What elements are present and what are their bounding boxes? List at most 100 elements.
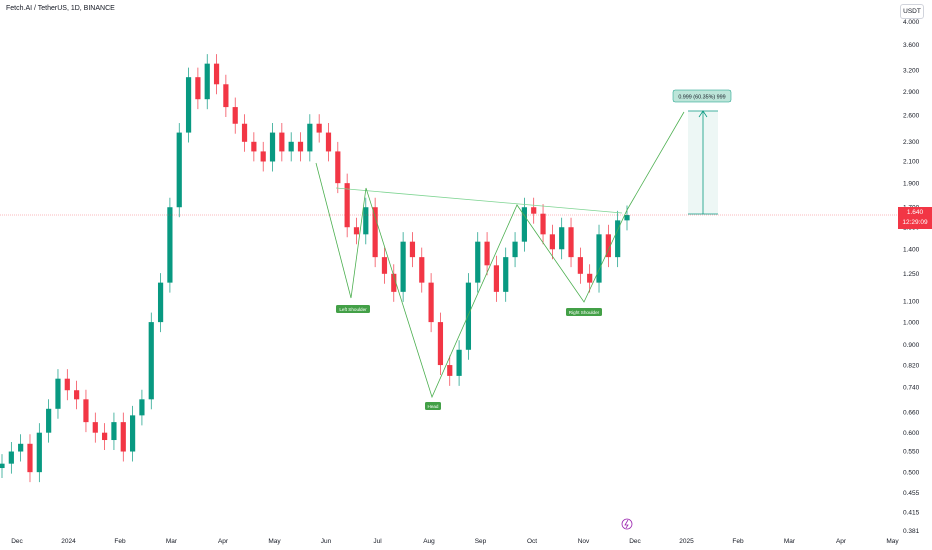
time-tick-label: Feb — [732, 538, 744, 545]
candle-up — [521, 207, 527, 242]
candle-down — [549, 234, 555, 250]
price-tick-label: 4.000 — [903, 19, 920, 26]
candle-down — [260, 151, 266, 162]
time-tick-label: Jul — [373, 538, 382, 545]
candle-down — [587, 273, 593, 283]
price-tick-label: 3.200 — [903, 68, 920, 75]
price-tick-label: 0.500 — [903, 469, 920, 476]
current-price-value: 1.640 — [906, 209, 924, 216]
candle-down — [447, 365, 453, 376]
price-tick-label: 1.900 — [903, 180, 920, 187]
candle-down — [419, 257, 425, 283]
time-tick-label: May — [268, 538, 281, 545]
candle-down — [27, 443, 33, 473]
price-tick-label: 1.000 — [903, 319, 920, 326]
price-tick-label: 2.600 — [903, 112, 920, 119]
candle-down — [540, 213, 546, 235]
candle-up — [176, 132, 182, 208]
candle-down — [102, 432, 108, 441]
bar-countdown: 12:29:09 — [902, 219, 928, 226]
time-tick-label: Apr — [218, 538, 229, 545]
time-tick-label: Mar — [166, 538, 178, 545]
candle-up — [503, 257, 509, 292]
projection-line — [626, 111, 685, 211]
candle-series — [0, 54, 630, 483]
candle-down — [484, 241, 490, 266]
candle-up — [46, 408, 52, 433]
candle-up — [288, 141, 294, 152]
candle-up — [18, 443, 24, 452]
price-axis[interactable]: 4.000 3.600 3.200 2.900 2.600 2.300 2.100 1.900… — [903, 19, 920, 535]
symbol-title[interactable]: Fetch.AI / TetherUS, 1D, BINANCE — [6, 5, 115, 12]
candle-down — [297, 141, 304, 152]
price-tick-label: 0.550 — [903, 449, 920, 456]
candle-up — [475, 241, 481, 283]
svg-text:Left Shoulder: Left Shoulder — [339, 307, 367, 312]
left-shoulder-tag[interactable]: Left Shoulder — [336, 305, 370, 313]
price-tick-label: 1.100 — [903, 299, 920, 306]
time-tick-label: Oct — [527, 538, 537, 545]
candle-down — [409, 241, 416, 258]
candle-down — [213, 63, 220, 85]
candle-up — [615, 220, 621, 258]
time-tick-label: Sep — [475, 538, 487, 545]
candle-down — [241, 123, 248, 142]
candle-up — [269, 132, 276, 162]
currency-button[interactable]: USDT — [900, 4, 924, 19]
price-tick-label: 0.600 — [903, 430, 920, 437]
time-tick-label: Feb — [114, 538, 126, 545]
candle-down — [279, 132, 285, 152]
candle-down — [381, 257, 388, 274]
candle-up — [129, 415, 136, 452]
candle-down — [92, 422, 98, 433]
price-tick-label: 0.740 — [903, 384, 920, 391]
price-tick-label: 0.455 — [903, 490, 920, 497]
right-shoulder-tag[interactable]: Right Shoulder — [566, 308, 602, 316]
head-tag[interactable]: Head — [425, 402, 441, 410]
candle-up — [400, 241, 406, 292]
time-tick-label: May — [886, 538, 899, 545]
svg-text:Right Shoulder: Right Shoulder — [569, 310, 600, 315]
candle-down — [437, 322, 444, 366]
candle-down — [568, 227, 574, 258]
candle-down — [391, 273, 397, 292]
measure-label-box — [672, 89, 732, 103]
candle-up — [0, 463, 5, 469]
time-tick-label: Mar — [784, 538, 796, 545]
price-tick-label: 0.415 — [903, 510, 920, 517]
candle-up — [148, 322, 154, 400]
candle-down — [353, 227, 360, 235]
price-tick-label: 0.660 — [903, 409, 920, 416]
candle-down — [577, 257, 583, 274]
candle-up — [307, 123, 313, 152]
candle-down — [344, 183, 350, 228]
candle-down — [372, 207, 378, 258]
candle-down — [335, 151, 341, 184]
candle-down — [325, 132, 332, 152]
candle-down — [232, 107, 238, 124]
time-tick-label: Jun — [321, 538, 332, 545]
candle-up — [55, 378, 61, 409]
price-tick-label: 0.820 — [903, 362, 920, 369]
candle-down — [605, 234, 611, 258]
time-tick-label: Apr — [836, 538, 847, 545]
candle-up — [157, 282, 164, 323]
time-tick-label: Nov — [578, 538, 590, 545]
candle-up — [36, 432, 42, 473]
price-tick-label: 1.250 — [903, 271, 920, 278]
candle-up — [456, 349, 462, 376]
candle-up — [596, 234, 602, 283]
candle-down — [493, 265, 500, 292]
price-tick-label: 0.381 — [903, 528, 920, 535]
lightning-icon[interactable] — [621, 518, 633, 530]
candle-up — [512, 241, 518, 258]
price-tick-label: 0.900 — [903, 342, 920, 349]
candle-up — [8, 451, 14, 464]
head-and-shoulders-line — [315, 162, 628, 399]
time-axis[interactable]: Dec 2024 Feb Mar Apr May Jun Jul Aug Sep Oct Nov Dec… — [11, 538, 899, 545]
measure-label: 0.999 (60.35%) 999 — [678, 95, 725, 101]
candle-down — [316, 123, 322, 133]
time-tick-label: Dec — [629, 538, 641, 545]
candle-up — [559, 227, 565, 250]
